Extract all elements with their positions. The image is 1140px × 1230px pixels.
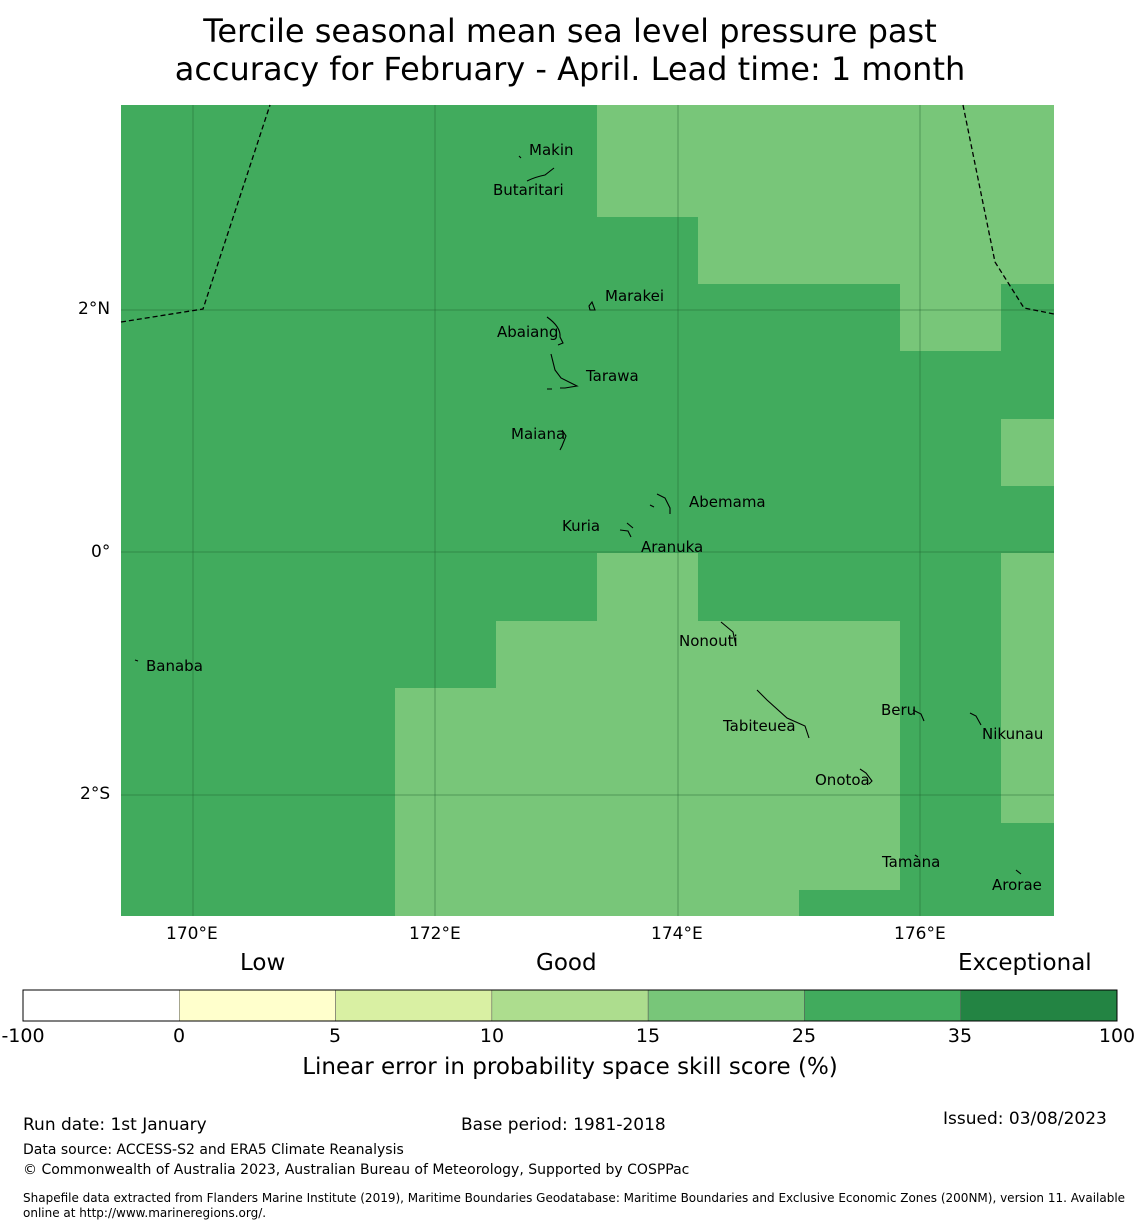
abemama-outline (649, 493, 671, 514)
eez-boundary-east (962, 104, 1055, 315)
base-period: Base period: 1981-2018 (461, 1115, 666, 1135)
light-cell-south-c (395, 688, 900, 890)
light-cell-east-e (1001, 419, 1054, 486)
island-label-nikunau: Nikunau (982, 725, 1043, 743)
skill-grid (121, 105, 1054, 916)
island-label-arorae: Arorae (992, 876, 1042, 894)
island-label-marakei: Marakei (605, 287, 664, 305)
colorbar-swatch (491, 989, 649, 1022)
map-canvas: Makin Butaritari Marakei Abaiang Tarawa … (120, 104, 1055, 916)
island-labels: Makin Butaritari Marakei Abaiang Tarawa … (146, 141, 1043, 894)
lon-label-172e: 172°E (409, 924, 461, 944)
makin-outline (518, 155, 522, 159)
eez-boundaries (120, 104, 1055, 323)
island-label-abemama: Abemama (689, 493, 766, 511)
shapefile-credit-line-1: Shapefile data extracted from Flanders M… (23, 1191, 1126, 1205)
lon-label-170e: 170°E (166, 924, 218, 944)
light-cell-north-a (597, 105, 698, 217)
dark-cell-north-c (1001, 284, 1054, 351)
colorbar-category-low: Low (240, 950, 286, 976)
colorbar-swatch (335, 989, 493, 1022)
island-label-kuria: Kuria (562, 517, 600, 535)
eez-boundary-west (120, 104, 271, 323)
colorbar-tick: 100 (1098, 1025, 1136, 1047)
colorbar-tick: 15 (635, 1025, 661, 1047)
colorbar-swatch (647, 989, 805, 1022)
colorbar-swatch (960, 989, 1118, 1022)
title-line-2: accuracy for February - April. Lead time… (174, 50, 966, 88)
colorbar-tick: -100 (1, 1025, 45, 1047)
island-label-banaba: Banaba (146, 657, 203, 675)
colorbar-swatches (22, 989, 1118, 1022)
maiana-outline (559, 429, 567, 451)
island-label-tabiteuea: Tabiteuea (722, 717, 796, 735)
island-label-onotoa: Onotoa (815, 771, 870, 789)
light-cell-south-d (395, 890, 799, 916)
colorbar-tick: 0 (172, 1025, 186, 1047)
colorbar (22, 989, 1118, 1022)
graticule (121, 105, 1054, 916)
butaritari-outline (526, 167, 555, 182)
issued-date: Issued: 03/08/2023 (943, 1109, 1107, 1129)
colorbar-swatch (804, 989, 961, 1022)
title-line-1: Tercile seasonal mean sea level pressure… (203, 12, 937, 50)
colorbar-tick: 5 (328, 1025, 342, 1047)
nonouti-outline (720, 621, 737, 647)
lat-label-0: 0° (91, 542, 111, 562)
colorbar-label: Linear error in probability space skill … (302, 1054, 838, 1080)
lon-label-176e: 176°E (894, 924, 946, 944)
island-label-tamana: Tamana (881, 853, 940, 871)
beru-outline (912, 709, 925, 722)
light-cell-south-b (496, 621, 900, 688)
island-label-aranuka: Aranuka (641, 538, 703, 556)
colorbar-tick: 25 (791, 1025, 817, 1047)
colorbar-tick: 35 (947, 1025, 973, 1047)
nikunau-outline (969, 712, 982, 726)
kuria-outline (619, 522, 634, 538)
marakei-outline (588, 300, 596, 311)
lon-label-174e: 174°E (651, 924, 703, 944)
abaiang-outline (546, 316, 564, 346)
banaba-outline (134, 659, 139, 662)
colorbar-category-good: Good (536, 950, 597, 976)
colorbar-frame (22, 989, 1118, 1022)
onotoa-outline (859, 768, 873, 785)
colorbar-category-exceptional: Exceptional (958, 950, 1092, 976)
colorbar-tick: 10 (479, 1025, 505, 1047)
map-title: Tercile seasonal mean sea level pressure… (0, 12, 1140, 88)
shapefile-credit-line-2: online at http://www.marineregions.org/. (23, 1206, 267, 1220)
island-outlines (134, 155, 1022, 875)
tabiteuea-outline (756, 689, 810, 739)
lat-label-2s: 2°S (80, 784, 111, 804)
shapefile-credit: Shapefile data extracted from Flanders M… (23, 1191, 1140, 1221)
colorbar-swatch (22, 989, 180, 1022)
colorbar-swatch (179, 989, 336, 1022)
light-cell-north-b (698, 105, 1054, 284)
lat-label-2n: 2°N (78, 299, 111, 319)
tamana-outline (914, 854, 919, 858)
tarawa-outline (547, 353, 579, 390)
copyright: © Commonwealth of Australia 2023, Austra… (23, 1162, 690, 1178)
island-label-beru: Beru (881, 701, 916, 719)
light-cell-north-d (900, 284, 1001, 351)
light-cell-south-a (597, 553, 698, 621)
island-label-abaiang: Abaiang (497, 323, 558, 341)
data-source: Data source: ACCESS-S2 and ERA5 Climate … (23, 1142, 404, 1158)
run-date: Run date: 1st January (23, 1115, 207, 1135)
light-cell-east-f (1001, 553, 1054, 823)
island-label-butaritari: Butaritari (493, 181, 564, 199)
island-label-tarawa: Tarawa (585, 367, 639, 385)
island-label-makin: Makin (529, 141, 574, 159)
arorae-outline (1015, 869, 1022, 875)
island-label-nonouti: Nonouti (679, 632, 738, 650)
island-label-maiana: Maiana (511, 425, 565, 443)
